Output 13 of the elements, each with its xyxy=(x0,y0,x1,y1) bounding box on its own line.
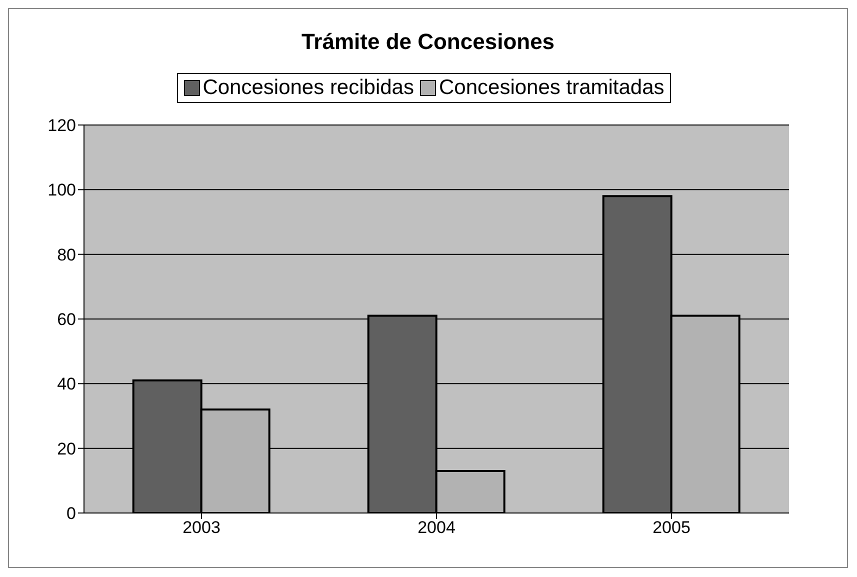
y-tick-label: 40 xyxy=(57,374,76,394)
y-tick-label: 0 xyxy=(66,504,76,524)
y-tick-label: 120 xyxy=(48,116,76,136)
y-tick-label: 20 xyxy=(57,439,76,458)
y-tick-label: 80 xyxy=(57,245,76,264)
legend-label: Concesiones tramitadas xyxy=(438,76,664,100)
x-tick-label: 2005 xyxy=(652,518,690,538)
y-tick-label: 100 xyxy=(48,180,76,200)
x-tick-label: 2004 xyxy=(418,518,456,538)
y-tick-label: 60 xyxy=(57,310,76,330)
x-tick-label: 2003 xyxy=(182,518,220,538)
legend-label: Concesiones recibidas xyxy=(202,76,414,100)
chart-title: Trámite de Concesiones xyxy=(300,28,556,56)
